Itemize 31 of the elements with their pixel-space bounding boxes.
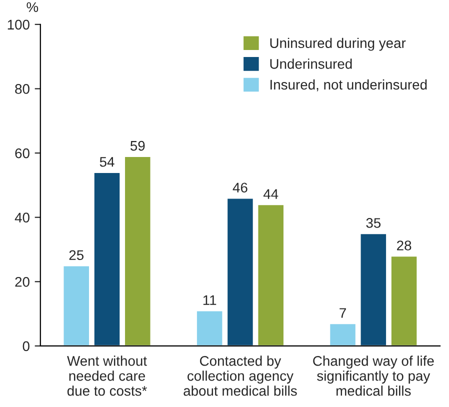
legend-label: Insured, not underinsured [270, 79, 427, 92]
data-label: 54 [100, 157, 114, 167]
data-label: 28 [397, 240, 412, 250]
data-label: 59 [130, 140, 145, 151]
data-label: 11 [203, 295, 216, 305]
y-tick-label: 0 [22, 341, 30, 352]
data-label: 25 [69, 250, 84, 260]
data-label: 46 [232, 182, 248, 193]
x-tick-label: Contacted by collection agency about medical bills [184, 356, 297, 396]
bar [62, 264, 90, 346]
bar [328, 322, 357, 346]
y-tick-label: 80 [15, 84, 30, 94]
legend-label: Underinsured [270, 58, 352, 69]
data-label: 44 [263, 189, 278, 199]
y-tick-label: 20 [15, 276, 30, 287]
data-label: 7 [340, 308, 346, 318]
bar [226, 197, 254, 346]
bar [124, 156, 152, 346]
bar [256, 204, 285, 346]
data-label: 35 [366, 218, 381, 228]
y-tick-label: 100 [8, 20, 30, 30]
y-tick-label: 40 [14, 212, 30, 223]
bar [196, 310, 224, 346]
x-tick-label: Changed way of life significantly to pay medical bills [313, 356, 434, 396]
legend-label: Uninsured during year [270, 38, 406, 51]
bar [390, 255, 418, 346]
x-tick-label: Went without needed care due to costs* [67, 356, 147, 396]
y-axis-title: % [26, 2, 38, 12]
bar [359, 232, 388, 346]
y-tick-label: 60 [15, 148, 30, 158]
bar [92, 172, 122, 346]
